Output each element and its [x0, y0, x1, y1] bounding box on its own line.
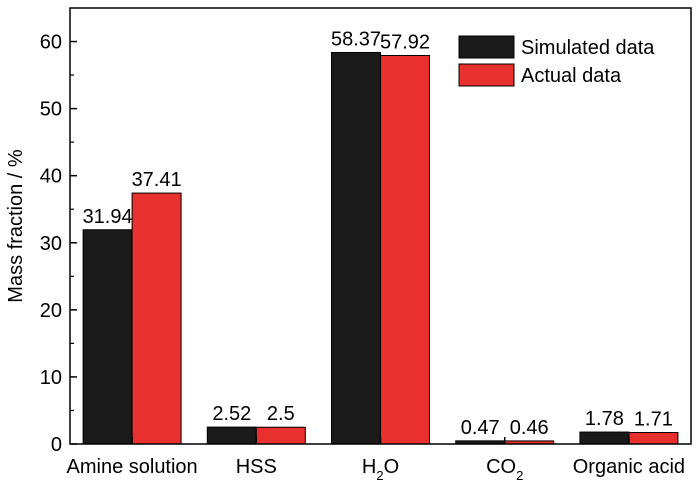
data-label: 0.46: [510, 417, 549, 439]
data-label: 1.71: [634, 409, 673, 431]
bar-simulated: [579, 431, 630, 445]
bar-actual: [255, 426, 306, 445]
x-category-label: CO2: [486, 456, 523, 483]
category-main-text: CO: [486, 456, 516, 478]
bar-simulated: [331, 51, 381, 445]
category-subscript: 2: [376, 468, 383, 483]
y-tick-label: 10: [40, 367, 62, 389]
y-axis-label: Mass fraction / %: [5, 149, 27, 303]
bar-actual: [628, 432, 679, 445]
category-main-text: Amine solution: [67, 456, 198, 478]
y-tick-label: 20: [40, 300, 62, 322]
x-axis: Amine solution HSS H2O CO2 Organic acid: [67, 437, 685, 483]
bars-layer: [82, 51, 679, 445]
x-category-label: Amine solution: [67, 456, 198, 478]
bar-actual: [131, 192, 182, 445]
legend-label: Actual data: [521, 65, 622, 87]
data-label: 2.52: [212, 403, 251, 425]
y-tick-label: 0: [51, 434, 62, 456]
legend-swatch: [458, 35, 515, 59]
bar-simulated: [206, 426, 257, 445]
legend-label: Simulated data: [521, 37, 655, 59]
legend-swatch: [458, 63, 515, 87]
data-label: 37.41: [132, 169, 182, 191]
legend: Simulated data Actual data: [458, 35, 655, 87]
y-axis: 0 10 20 30 40 50 60: [40, 32, 77, 456]
data-label: 0.47: [461, 417, 500, 439]
bar-simulated: [82, 229, 133, 445]
x-category-label: H2O: [362, 456, 399, 483]
data-label: 1.78: [585, 408, 624, 430]
category-main-text: HSS: [236, 456, 277, 478]
data-label: 2.5: [267, 403, 295, 425]
x-category-label: HSS: [236, 456, 277, 478]
y-tick-label: 30: [40, 233, 62, 255]
y-tick-label: 40: [40, 166, 62, 188]
data-label: 57.92: [380, 31, 430, 53]
y-tick-label: 50: [40, 99, 62, 121]
data-label: 58.37: [331, 28, 381, 50]
category-main-text: H: [362, 456, 376, 478]
y-tick-label: 60: [40, 32, 62, 54]
category-tail-text: O: [384, 456, 400, 478]
data-label: 31.94: [83, 206, 133, 228]
x-category-label: Organic acid: [573, 456, 685, 478]
category-main-text: Organic acid: [573, 456, 685, 478]
bar-actual: [380, 54, 430, 445]
category-subscript: 2: [516, 468, 523, 483]
